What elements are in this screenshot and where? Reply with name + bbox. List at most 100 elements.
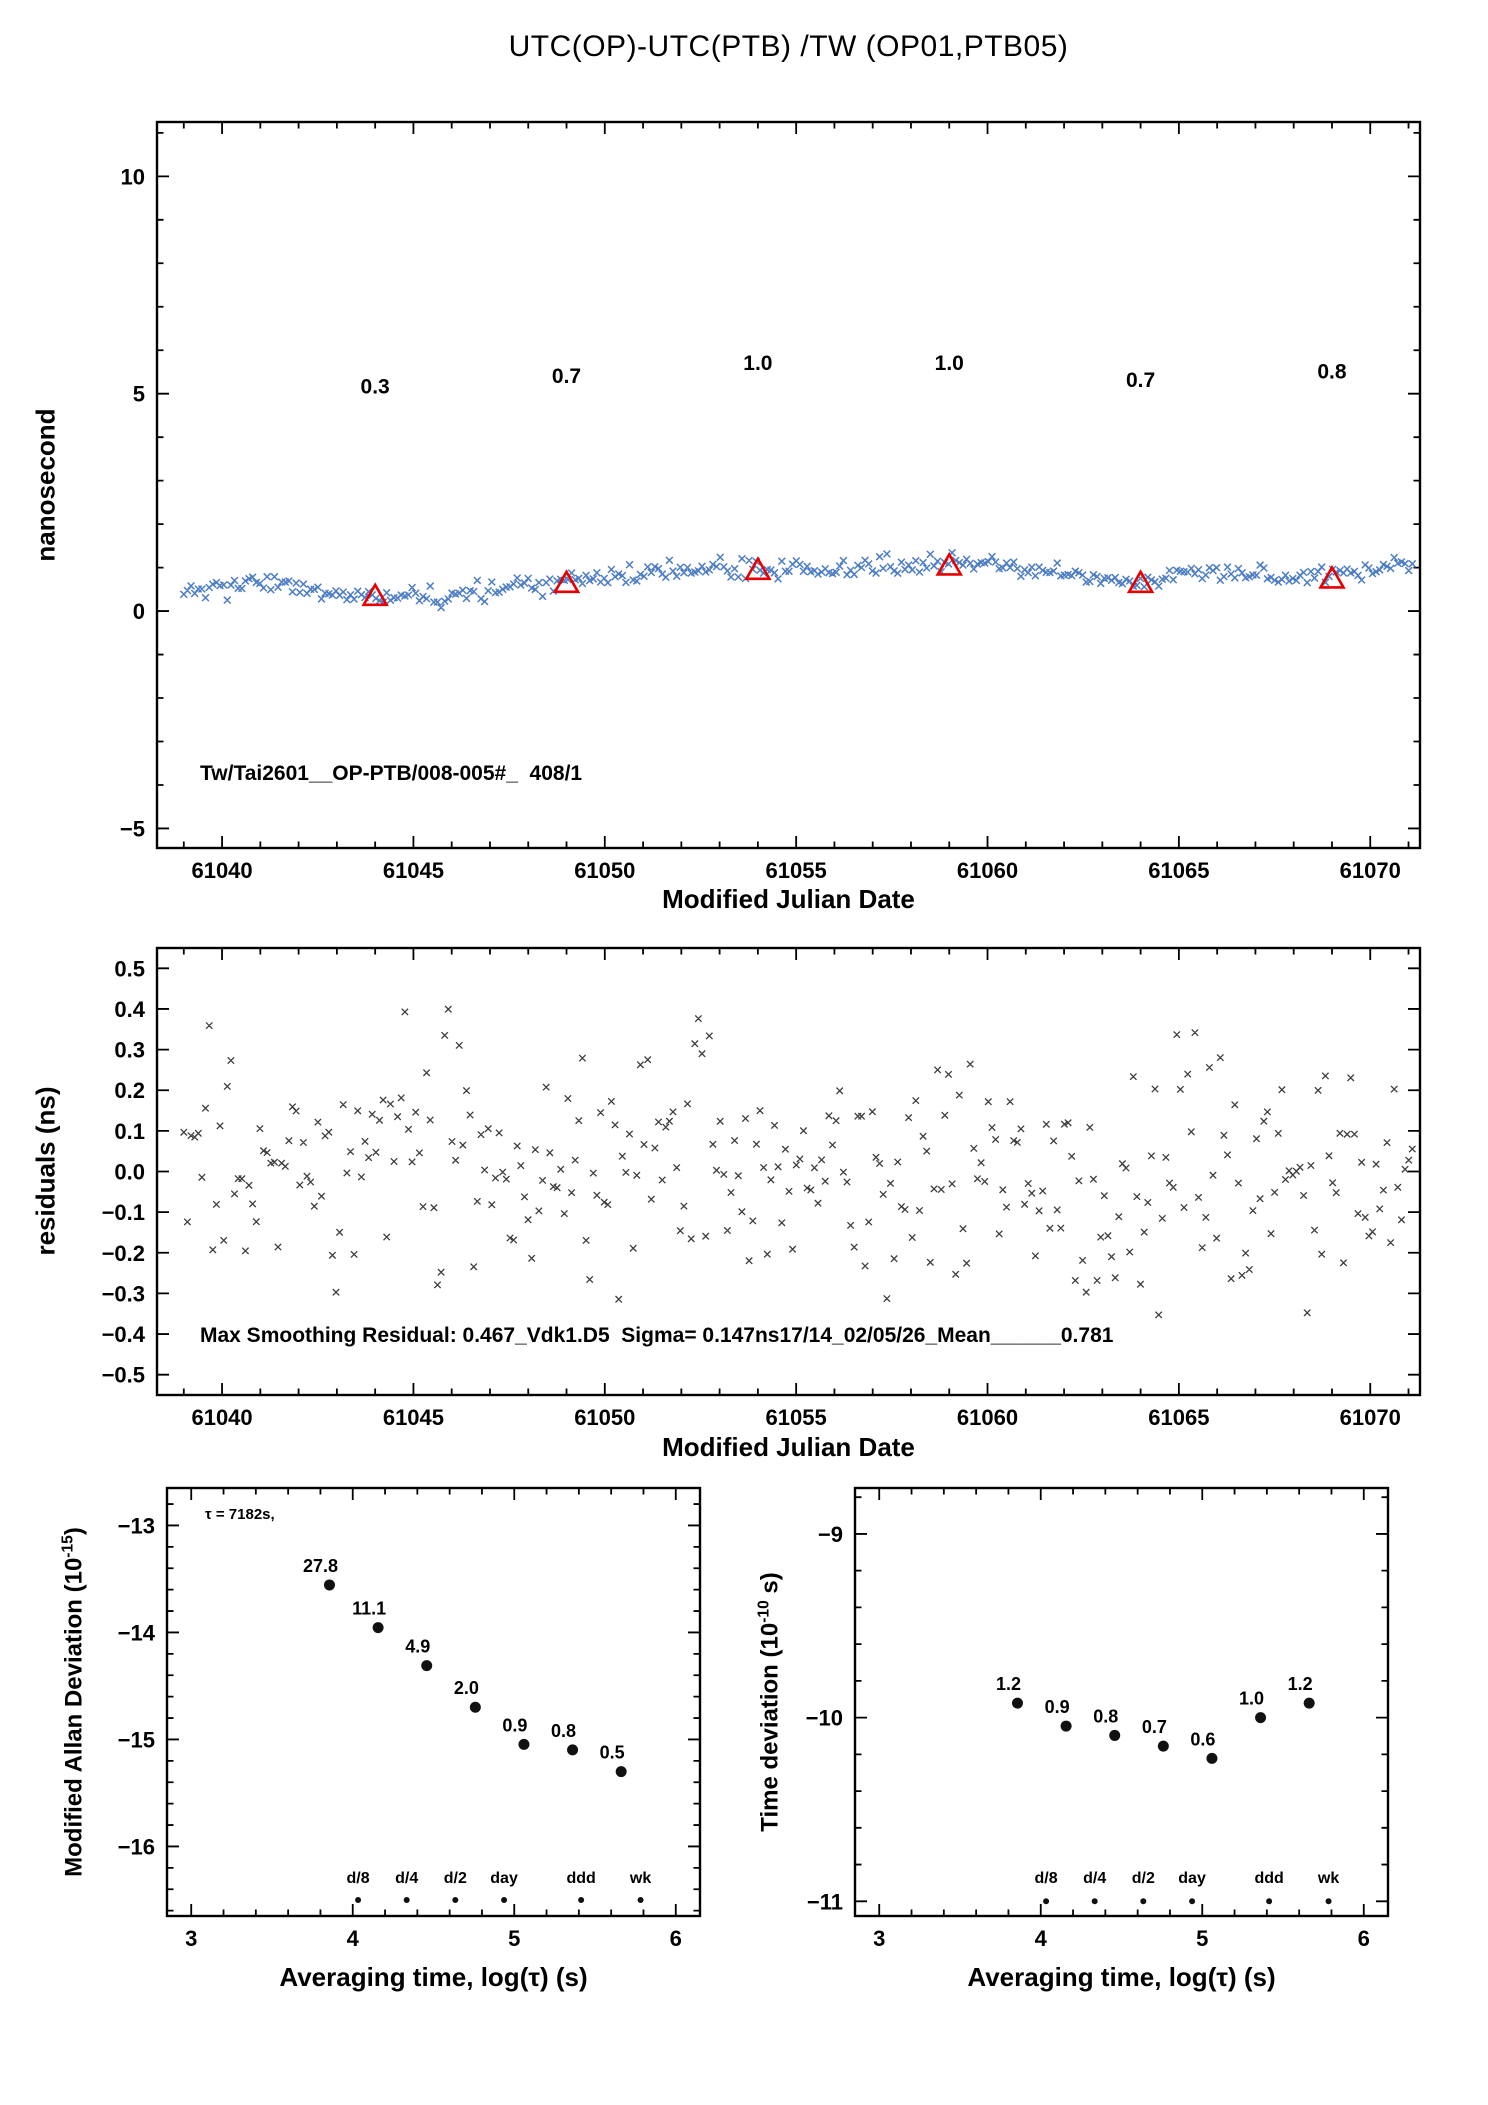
axis-ticks <box>157 948 1420 1395</box>
calibration-value-label: 0.7 <box>1126 369 1155 392</box>
tdev-ref-dot <box>1189 1898 1196 1905</box>
y-tick-label: 0.0 <box>114 1160 145 1185</box>
mdev-value-label: 0.9 <box>502 1715 527 1735</box>
tdev-ref-dot <box>1140 1898 1147 1905</box>
calibration-triangle-marker <box>1126 569 1155 594</box>
x-tick-label: 61045 <box>383 1405 444 1430</box>
calibration-value-label: 0.3 <box>361 376 390 399</box>
x-tick-label: 61060 <box>957 858 1018 883</box>
mdev-data-point <box>421 1660 433 1672</box>
calibration-value-label: 0.7 <box>552 365 581 388</box>
tdev-value-label: 1.0 <box>1239 1689 1264 1709</box>
y-tick-label: −0.2 <box>102 1241 145 1266</box>
tdev-data-point <box>1060 1720 1072 1732</box>
tdev-value-label: 0.8 <box>1093 1706 1118 1726</box>
mdev-ylabel-sup: -15 <box>59 1535 77 1558</box>
mdev-value-label: 0.5 <box>600 1743 625 1763</box>
mdev-data-point <box>615 1766 627 1778</box>
mdev-data-point <box>323 1579 335 1591</box>
y-tick-label: −10 <box>806 1706 843 1731</box>
plot-frame <box>853 1486 1390 1918</box>
y-tick-label: 5 <box>133 382 145 407</box>
residuals-annotation: Max Smoothing Residual: 0.467_Vdk1.D5 Si… <box>200 1324 1114 1347</box>
y-tick-label: −0.5 <box>102 1363 145 1388</box>
y-tick-label: 0.4 <box>114 997 145 1022</box>
tdev-ref-dot <box>1266 1898 1273 1905</box>
residuals-series-markers <box>180 1005 1416 1319</box>
x-tick-label: 61055 <box>766 858 827 883</box>
x-tick-label: 61050 <box>574 1405 635 1430</box>
y-tick-label: 0.3 <box>114 1038 145 1063</box>
mdev-value-label: 2.0 <box>454 1678 479 1698</box>
x-tick-label: 6 <box>670 1926 682 1951</box>
tdev-x-axis-label: Averaging time, log(τ) (s) <box>967 1962 1276 1992</box>
mdev-ref-label: d/4 <box>395 1870 418 1887</box>
phase-y-axis-label: nanosecond <box>30 408 61 562</box>
figure-title: UTC(OP)-UTC(PTB) /TW (OP01,PTB05) <box>508 30 1069 63</box>
mdev-tau-note: τ = 7182s, <box>205 1506 275 1523</box>
x-tick-label: 61040 <box>191 1405 252 1430</box>
calibration-triangle-marker <box>552 569 581 594</box>
mdev-ref-label: d/8 <box>347 1870 370 1887</box>
y-tick-label: 10 <box>121 164 145 189</box>
tdev-data-point <box>1011 1697 1023 1709</box>
mdev-value-label: 27.8 <box>303 1556 338 1576</box>
x-tick-label: 61065 <box>1148 858 1209 883</box>
tdev-y-axis-label: Time deviation (10-10 s) <box>756 1572 785 1832</box>
y-tick-label: −9 <box>818 1522 843 1547</box>
tdev-ref-label: d/4 <box>1083 1870 1106 1887</box>
calibration-triangle-marker <box>361 582 389 607</box>
mdev-ref-dot <box>637 1896 644 1903</box>
phase-x-axis-label: Modified Julian Date <box>662 884 915 914</box>
y-tick-label: −0.1 <box>102 1200 145 1225</box>
x-tick-label: 61055 <box>766 1405 827 1430</box>
tdev-value-label: 0.7 <box>1142 1717 1167 1737</box>
tdev-data-point <box>1157 1740 1169 1752</box>
x-tick-label: 5 <box>508 1926 520 1951</box>
axis-ticks <box>855 1488 1388 1916</box>
x-tick-label: 61040 <box>191 858 252 883</box>
mdev-ref-dot <box>403 1896 410 1903</box>
tdev-ref-dot <box>1043 1898 1050 1905</box>
plot-frame <box>155 120 1422 850</box>
y-tick-label: 0.5 <box>114 956 145 981</box>
mdev-value-label: 4.9 <box>405 1637 430 1657</box>
x-tick-label: 4 <box>347 1926 360 1951</box>
mdev-ylabel-pre: Modified Allan Deviation (10 <box>60 1557 88 1877</box>
tdev-ref-label: d/8 <box>1035 1870 1058 1887</box>
mdev-data-point <box>469 1701 481 1713</box>
y-tick-label: −16 <box>118 1834 155 1859</box>
tdev-data-point <box>1303 1697 1315 1709</box>
mdev-data-point <box>567 1744 579 1756</box>
mdev-ylabel-post: ) <box>60 1527 88 1536</box>
plot-frame <box>165 1486 702 1918</box>
tdev-ref-dot <box>1325 1898 1332 1905</box>
calibration-triangle-marker <box>935 551 963 576</box>
y-tick-label: 0 <box>133 599 145 624</box>
phase-series-markers <box>179 548 1417 612</box>
y-tick-label: −0.4 <box>102 1322 146 1347</box>
tdev-ref-label: ddd <box>1254 1870 1283 1887</box>
mdev-ref-dot <box>501 1896 508 1903</box>
mdev-ref-label: d/2 <box>444 1870 467 1887</box>
x-tick-label: 61065 <box>1148 1405 1209 1430</box>
x-tick-label: 5 <box>1196 1926 1208 1951</box>
mdev-ref-label: wk <box>629 1870 651 1887</box>
mdev-value-label: 0.8 <box>551 1721 576 1741</box>
tdev-data-point <box>1109 1729 1121 1741</box>
mdev-ref-label: day <box>490 1870 518 1887</box>
phase-panel: 61040 61045 61050 61055 61060 61065 61070 10 5 0 −… <box>120 120 1422 883</box>
tdev-value-label: 1.2 <box>996 1674 1021 1694</box>
tdev-ylabel-pre: Time deviation (10 <box>756 1622 784 1832</box>
mdev-ref-dot <box>355 1896 362 1903</box>
mdev-ref-dot <box>452 1896 459 1903</box>
x-tick-label: 61070 <box>1340 858 1401 883</box>
tdev-value-label: 0.6 <box>1190 1729 1215 1749</box>
axis-ticks <box>167 1488 700 1916</box>
y-tick-label: −5 <box>120 816 145 841</box>
tdev-panel: 3 4 5 6 −9 −10 −11 1.2 0.9 0.8 0.7 0.6 1.0 1.2 d/8 d/4 d… <box>806 1486 1390 1951</box>
mdev-panel: 3 4 5 6 −13 −14 −15 −16 27.8 11.1 4.9 2.0 0.9 0.8 0.5 d… <box>118 1486 702 1951</box>
mdev-x-axis-label: Averaging time, log(τ) (s) <box>279 1962 588 1992</box>
mdev-value-label: 11.1 <box>352 1599 386 1619</box>
x-tick-label: 61070 <box>1340 1405 1401 1430</box>
